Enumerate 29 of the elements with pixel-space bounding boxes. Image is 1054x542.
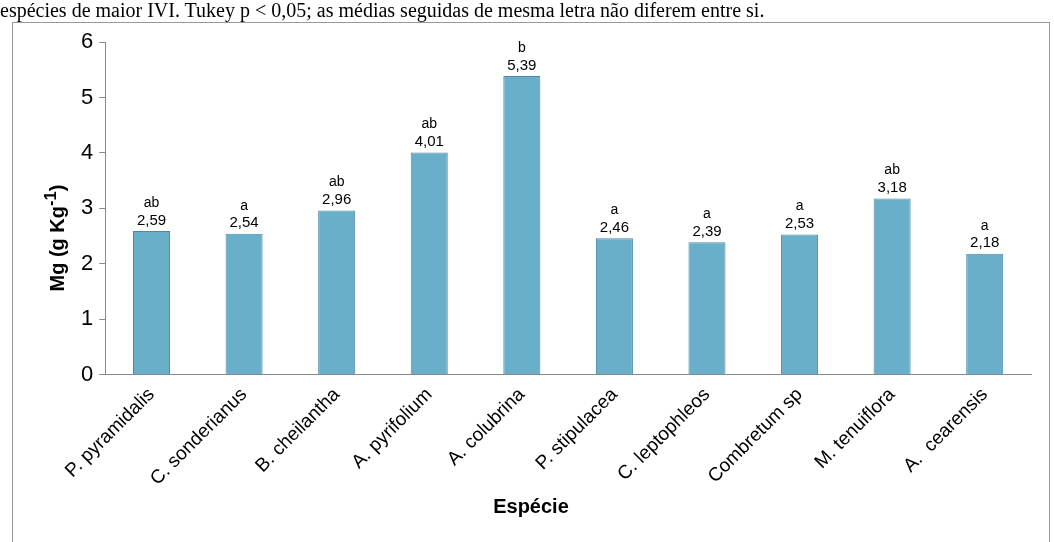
- y-tick-label: 3: [80, 194, 94, 220]
- annotation: ab: [328, 173, 345, 190]
- x-axis-title: Espécie: [492, 495, 570, 518]
- annotation: ab: [421, 115, 438, 132]
- data-label: 2,39: [692, 221, 722, 239]
- annotation: a: [795, 197, 804, 214]
- data-label: 2,54: [229, 213, 259, 231]
- data-label: 5,39: [507, 55, 537, 73]
- annotation: b: [517, 38, 526, 55]
- annotation: a: [610, 201, 619, 218]
- y-tick-label: 5: [80, 83, 94, 109]
- data-label: 2,53: [784, 214, 815, 232]
- annotation: a: [240, 196, 249, 213]
- annotation: a: [703, 205, 712, 221]
- data-label: 3,18: [877, 178, 907, 196]
- text: espécies de maior IVI. Tukey p < 0,05; as médias seguidas de mesma letra não diferem entre si.: [0, 0, 765, 21]
- data-label: 4,01: [414, 132, 444, 150]
- annotation: ab: [884, 161, 901, 178]
- y-tick-label: 6: [80, 28, 94, 54]
- data-label: 2,96: [322, 190, 352, 208]
- data-label: 2,46: [599, 217, 630, 235]
- y-tick-label: 2: [80, 249, 94, 275]
- y-tick-label: 4: [80, 139, 94, 165]
- data-label: 2,59: [136, 210, 167, 228]
- y-tick-label: 1: [80, 305, 94, 331]
- y-tick-label: 0: [80, 360, 94, 386]
- data-label: 2,18: [970, 233, 1000, 251]
- annotation: ab: [143, 193, 160, 210]
- annotation: a: [980, 216, 989, 233]
